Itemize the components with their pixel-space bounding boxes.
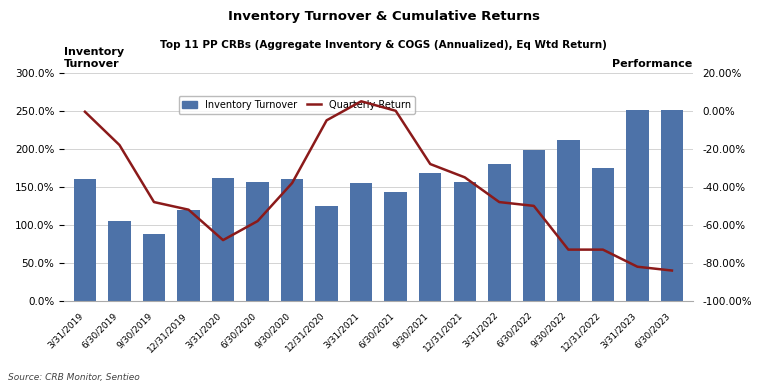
Bar: [246, 182, 268, 301]
Legend: Inventory Turnover, Quarterly Return: Inventory Turnover, Quarterly Return: [179, 96, 415, 114]
Bar: [281, 179, 303, 301]
Bar: [453, 182, 476, 301]
Bar: [660, 110, 683, 301]
Bar: [384, 192, 407, 301]
Quarterly Return: [253, 219, 262, 223]
Quarterly Return: [322, 118, 331, 122]
Bar: [143, 234, 165, 301]
Bar: [108, 221, 130, 301]
Bar: [350, 183, 373, 301]
Bar: [522, 151, 545, 301]
Text: Inventory
Turnover: Inventory Turnover: [64, 47, 124, 69]
Bar: [315, 206, 338, 301]
Quarterly Return: [391, 109, 400, 113]
Bar: [177, 210, 199, 301]
Text: Source: CRB Monitor, Sentieo: Source: CRB Monitor, Sentieo: [8, 373, 140, 382]
Bar: [488, 164, 511, 301]
Line: Quarterly Return: Quarterly Return: [85, 101, 672, 271]
Text: Inventory Turnover & Cumulative Returns: Inventory Turnover & Cumulative Returns: [228, 10, 539, 23]
Quarterly Return: [598, 247, 607, 252]
Text: Performance: Performance: [612, 59, 693, 69]
Quarterly Return: [460, 175, 469, 180]
Quarterly Return: [633, 265, 642, 269]
Text: Top 11 PP CRBs (Aggregate Inventory & COGS (Annualized), Eq Wtd Return): Top 11 PP CRBs (Aggregate Inventory & CO…: [160, 40, 607, 50]
Bar: [212, 178, 234, 301]
Bar: [419, 173, 442, 301]
Quarterly Return: [184, 207, 193, 212]
Quarterly Return: [529, 204, 538, 208]
Quarterly Return: [564, 247, 573, 252]
Quarterly Return: [495, 200, 504, 204]
Quarterly Return: [150, 200, 159, 204]
Quarterly Return: [219, 238, 228, 242]
Quarterly Return: [288, 181, 297, 185]
Bar: [626, 110, 649, 301]
Bar: [74, 179, 96, 301]
Bar: [557, 140, 580, 301]
Quarterly Return: [81, 109, 90, 114]
Quarterly Return: [115, 143, 124, 147]
Quarterly Return: [357, 99, 366, 104]
Quarterly Return: [426, 162, 435, 166]
Quarterly Return: [667, 268, 676, 273]
Bar: [591, 168, 614, 301]
